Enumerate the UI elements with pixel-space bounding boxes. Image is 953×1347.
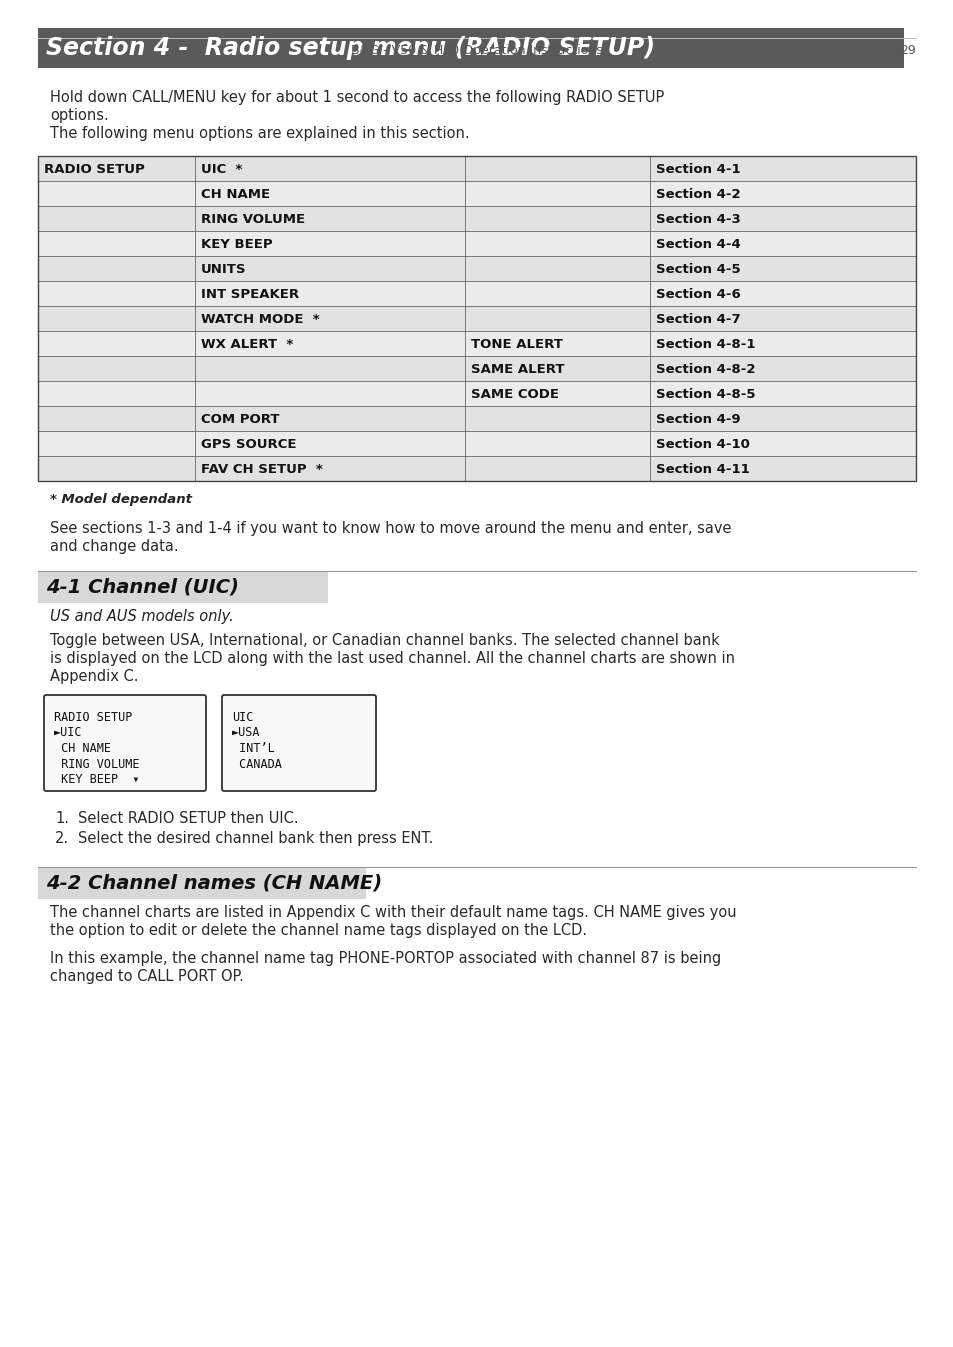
Text: Section 4-7: Section 4-7 bbox=[656, 313, 740, 326]
Text: ►UIC: ►UIC bbox=[54, 726, 82, 740]
Text: Toggle between USA, International, or Canadian channel banks. The selected chann: Toggle between USA, International, or Ca… bbox=[50, 633, 719, 648]
Text: and change data.: and change data. bbox=[50, 539, 178, 554]
Text: 1.: 1. bbox=[55, 811, 69, 826]
Text: 4-1 Channel (UIC): 4-1 Channel (UIC) bbox=[46, 578, 238, 597]
Text: the option to edit or delete the channel name tags displayed on the LCD.: the option to edit or delete the channel… bbox=[50, 923, 586, 938]
Text: B&G - V50 & H50 Operation Instructions: B&G - V50 & H50 Operation Instructions bbox=[351, 44, 602, 57]
Text: See sections 1-3 and 1-4 if you want to know how to move around the menu and ent: See sections 1-3 and 1-4 if you want to … bbox=[50, 521, 731, 536]
FancyBboxPatch shape bbox=[222, 695, 375, 791]
Text: UIC: UIC bbox=[232, 711, 253, 723]
Text: FAV CH SETUP  *: FAV CH SETUP * bbox=[201, 463, 322, 475]
Text: In this example, the channel name tag PHONE-PORTOP associated with channel 87 is: In this example, the channel name tag PH… bbox=[50, 951, 720, 966]
Bar bbox=[38, 431, 915, 457]
Text: RADIO SETUP: RADIO SETUP bbox=[54, 711, 132, 723]
Bar bbox=[38, 282, 915, 306]
Text: COM PORT: COM PORT bbox=[201, 414, 279, 426]
Text: Section 4-4: Section 4-4 bbox=[656, 238, 740, 251]
Text: US and AUS models only.: US and AUS models only. bbox=[50, 609, 233, 624]
Bar bbox=[38, 356, 915, 381]
Bar bbox=[38, 230, 915, 256]
Text: changed to CALL PORT OP.: changed to CALL PORT OP. bbox=[50, 968, 244, 985]
Text: The channel charts are listed in Appendix C with their default name tags. CH NAM: The channel charts are listed in Appendi… bbox=[50, 905, 736, 920]
Text: INTʼL: INTʼL bbox=[232, 742, 274, 756]
Text: Section 4-3: Section 4-3 bbox=[656, 213, 740, 226]
Text: is displayed on the LCD along with the last used channel. All the channel charts: is displayed on the LCD along with the l… bbox=[50, 651, 734, 665]
Text: TONE ALERT: TONE ALERT bbox=[471, 338, 562, 352]
Text: GPS SOURCE: GPS SOURCE bbox=[201, 438, 296, 451]
Text: options.: options. bbox=[50, 108, 109, 123]
Text: Section 4-11: Section 4-11 bbox=[656, 463, 749, 475]
Text: The following menu options are explained in this section.: The following menu options are explained… bbox=[50, 127, 469, 141]
Bar bbox=[38, 180, 915, 206]
Bar bbox=[38, 256, 915, 282]
Bar bbox=[38, 331, 915, 356]
Bar bbox=[38, 867, 366, 898]
Text: 2.: 2. bbox=[55, 831, 69, 846]
Bar bbox=[38, 571, 328, 603]
Text: INT SPEAKER: INT SPEAKER bbox=[201, 288, 299, 300]
Bar bbox=[38, 381, 915, 405]
Text: RADIO SETUP: RADIO SETUP bbox=[44, 163, 145, 176]
Text: 29: 29 bbox=[900, 44, 915, 57]
Bar bbox=[38, 156, 915, 180]
Text: Section 4 -  Radio setup menu (RADIO SETUP): Section 4 - Radio setup menu (RADIO SETU… bbox=[46, 36, 655, 61]
Text: CH NAME: CH NAME bbox=[54, 742, 111, 756]
Text: SAME CODE: SAME CODE bbox=[471, 388, 558, 401]
Text: CANADA: CANADA bbox=[232, 757, 281, 770]
Text: KEY BEEP  ▾: KEY BEEP ▾ bbox=[54, 773, 139, 787]
Text: Section 4-10: Section 4-10 bbox=[656, 438, 749, 451]
Text: RING VOLUME: RING VOLUME bbox=[54, 757, 139, 770]
Text: Section 4-5: Section 4-5 bbox=[656, 263, 740, 276]
FancyBboxPatch shape bbox=[44, 695, 206, 791]
Text: Section 4-9: Section 4-9 bbox=[656, 414, 740, 426]
Text: Section 4-1: Section 4-1 bbox=[656, 163, 740, 176]
Text: Select RADIO SETUP then UIC.: Select RADIO SETUP then UIC. bbox=[78, 811, 298, 826]
Bar bbox=[38, 28, 903, 67]
Text: WX ALERT  *: WX ALERT * bbox=[201, 338, 293, 352]
Text: 4-2 Channel names (CH NAME): 4-2 Channel names (CH NAME) bbox=[46, 873, 382, 893]
Text: UNITS: UNITS bbox=[201, 263, 246, 276]
Text: CH NAME: CH NAME bbox=[201, 189, 270, 201]
Text: Section 4-8-1: Section 4-8-1 bbox=[656, 338, 755, 352]
Text: RING VOLUME: RING VOLUME bbox=[201, 213, 305, 226]
Text: * Model dependant: * Model dependant bbox=[50, 493, 192, 506]
Bar bbox=[38, 156, 915, 481]
Text: SAME ALERT: SAME ALERT bbox=[471, 362, 564, 376]
Text: Section 4-8-5: Section 4-8-5 bbox=[656, 388, 755, 401]
Text: Section 4-2: Section 4-2 bbox=[656, 189, 740, 201]
Text: KEY BEEP: KEY BEEP bbox=[201, 238, 273, 251]
Text: Section 4-6: Section 4-6 bbox=[656, 288, 740, 300]
Text: Section 4-8-2: Section 4-8-2 bbox=[656, 362, 755, 376]
Bar bbox=[38, 206, 915, 230]
Bar bbox=[38, 405, 915, 431]
Text: Select the desired channel bank then press ENT.: Select the desired channel bank then pre… bbox=[78, 831, 433, 846]
Bar bbox=[38, 306, 915, 331]
Text: ►USA: ►USA bbox=[232, 726, 260, 740]
Bar bbox=[38, 457, 915, 481]
Text: Hold down CALL/MENU key for about 1 second to access the following RADIO SETUP: Hold down CALL/MENU key for about 1 seco… bbox=[50, 90, 663, 105]
Text: WATCH MODE  *: WATCH MODE * bbox=[201, 313, 319, 326]
Text: UIC  *: UIC * bbox=[201, 163, 242, 176]
Text: Appendix C.: Appendix C. bbox=[50, 669, 138, 684]
